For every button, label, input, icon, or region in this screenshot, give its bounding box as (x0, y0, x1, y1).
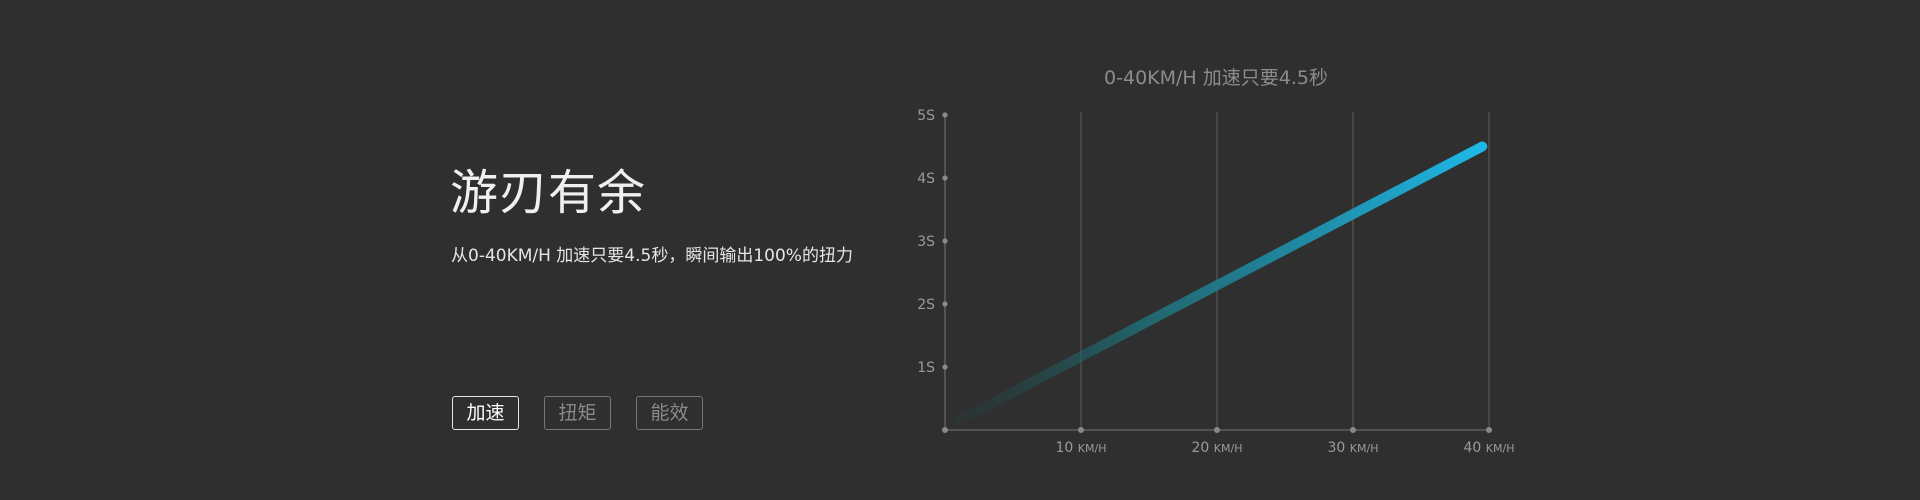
chart-title: 0-40KM/H 加速只要4.5秒 (1104, 67, 1328, 89)
origin-dot (942, 427, 948, 433)
x-tick-label: 40 KM/H (1464, 440, 1515, 456)
y-tick-label: 3S (917, 234, 935, 250)
x-tick-unit: KM/H (1486, 442, 1515, 455)
x-tick-dot (1214, 427, 1220, 433)
y-tick-dot (942, 364, 948, 370)
chart-grid (1080, 112, 1490, 430)
x-tick-value: 20 (1192, 440, 1214, 456)
y-tick-dot (942, 112, 948, 118)
tab-group: 加速 扭矩 能效 (452, 396, 703, 430)
x-tick-value: 40 (1464, 440, 1486, 456)
x-tick-label: 30 KM/H (1328, 440, 1379, 456)
x-tick-label: 10 KM/H (1056, 440, 1107, 456)
x-tick-value: 30 (1328, 440, 1350, 456)
y-tick-dot (942, 175, 948, 181)
y-tick-label: 5S (917, 108, 935, 124)
acceleration-series-line (953, 141, 1488, 426)
tab-acceleration[interactable]: 加速 (452, 396, 519, 430)
y-tick-dot (942, 238, 948, 244)
tab-efficiency[interactable]: 能效 (636, 396, 703, 430)
x-tick-unit: KM/H (1214, 442, 1243, 455)
x-tick-dot (1350, 427, 1356, 433)
section-heading: 游刃有余 (450, 165, 647, 221)
y-tick-dot (942, 301, 948, 307)
x-tick-label: 20 KM/H (1192, 440, 1243, 456)
tab-torque[interactable]: 扭矩 (544, 396, 611, 430)
x-tick-dot (1078, 427, 1084, 433)
x-tick-dot (1486, 427, 1492, 433)
y-tick-label: 2S (917, 297, 935, 313)
x-tick-unit: KM/H (1350, 442, 1379, 455)
y-tick-label: 1S (917, 360, 935, 376)
chart-series (953, 141, 1488, 426)
y-tick-label: 4S (917, 171, 935, 187)
x-tick-unit: KM/H (1078, 442, 1107, 455)
x-tick-value: 10 (1056, 440, 1078, 456)
section-subtext: 从0-40KM/H 加速只要4.5秒，瞬间输出100%的扭力 (451, 246, 853, 266)
